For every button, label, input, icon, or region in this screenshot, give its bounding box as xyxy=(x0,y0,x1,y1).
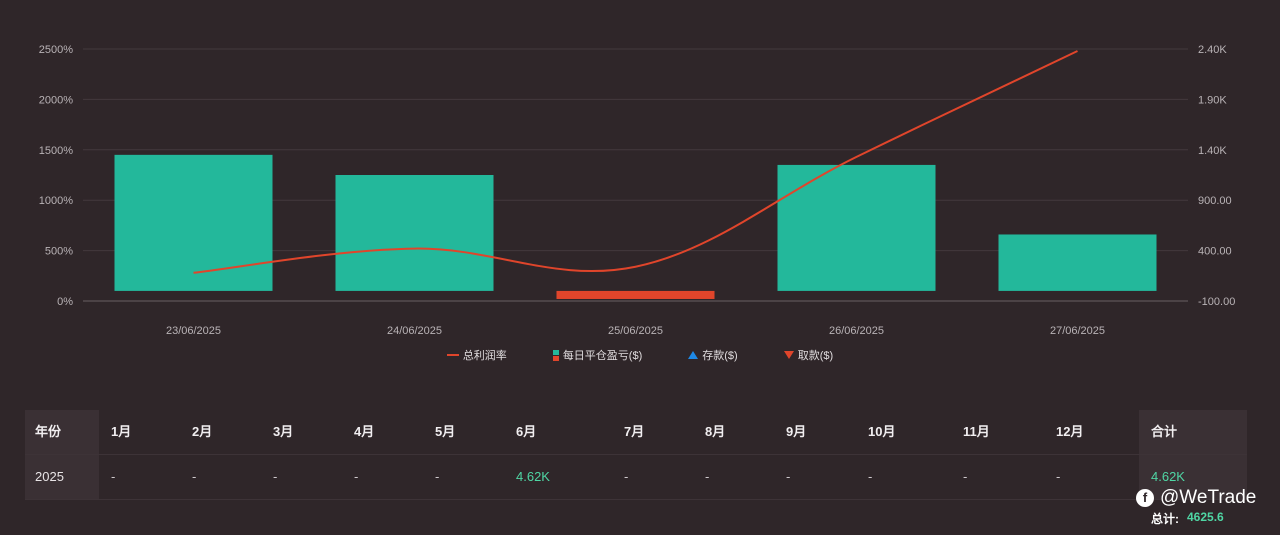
header-month: 6月 xyxy=(516,424,537,439)
legend-label: 取款($) xyxy=(797,350,834,362)
header-month: 9月 xyxy=(786,424,807,439)
left-axis-tick-label: 2000% xyxy=(39,94,73,106)
table-header-row: 年份 1月 2月 3月 4月 5月 6月 7月 8月 9月 10月 11月 12… xyxy=(25,410,1247,455)
header-month: 7月 xyxy=(624,424,645,439)
x-axis-tick-label: 27/06/2025 xyxy=(1050,325,1105,337)
cell-month-value: - xyxy=(705,469,710,484)
line-swatch-icon xyxy=(446,354,459,356)
cell-month-value: - xyxy=(786,469,791,484)
x-axis-tick-label: 25/06/2025 xyxy=(608,325,663,337)
right-axis-tick-label: 1.40K xyxy=(1198,145,1227,157)
legend-label: 存款($) xyxy=(702,350,738,362)
summary-value: 4625.6 xyxy=(1187,510,1224,524)
x-axis-tick-label: 24/06/2025 xyxy=(387,325,442,337)
bar-swatch-icon xyxy=(552,349,559,361)
monthly-table: 年份 1月 2月 3月 4月 5月 6月 7月 8月 9月 10月 11月 12… xyxy=(25,410,1247,500)
bar-daily-pnl xyxy=(777,164,936,291)
legend-total-profit-rate[interactable]: 总利润率 xyxy=(446,347,507,363)
legend-withdrawal[interactable]: 取款($) xyxy=(783,347,834,363)
bar-daily-pnl xyxy=(556,290,715,299)
brand-name: @WeTrade xyxy=(1160,487,1257,508)
legend-deposit[interactable]: 存款($) xyxy=(688,347,738,363)
total-profit-rate-line xyxy=(193,50,1078,274)
header-month: 2月 xyxy=(192,424,213,439)
left-axis-tick-label: 2500% xyxy=(39,44,73,56)
cell-total: 4.62K xyxy=(1139,455,1247,499)
cell-month-value: 4.62K xyxy=(516,469,550,484)
legend-label: 每日平仓盈亏($) xyxy=(562,350,643,362)
left-axis-tick-label: 1000% xyxy=(39,195,73,207)
cell-month-value: - xyxy=(273,469,278,484)
brand-watermark: f @WeTrade xyxy=(1136,487,1256,509)
x-axis-tick-label: 23/06/2025 xyxy=(166,325,221,337)
legend-daily-pnl[interactable]: 每日平仓盈亏($) xyxy=(552,347,643,363)
summary-total: 总计: 4625.6 xyxy=(1151,510,1224,527)
header-total: 合计 xyxy=(1139,410,1247,454)
x-axis-tick-label: 26/06/2025 xyxy=(829,325,884,337)
right-axis-tick-label: 900.00 xyxy=(1198,195,1232,207)
cell-month-value: - xyxy=(435,469,440,484)
chart-legend: 总利润率 每日平仓盈亏($) 存款($) 取款($) xyxy=(0,347,1280,363)
header-month: 12月 xyxy=(1056,424,1084,439)
cell-month-value: - xyxy=(963,469,968,484)
bar-daily-pnl xyxy=(335,175,494,291)
table-row: 2025 - - - - - 4.62K - - - - - - 4.62K xyxy=(25,455,1247,500)
right-axis-tick-label: 400.00 xyxy=(1198,246,1232,258)
cell-month-value: - xyxy=(354,469,359,484)
right-axis-tick-label: 1.90K xyxy=(1198,94,1227,106)
cell-year: 2025 xyxy=(25,455,99,499)
brand-logo-icon: f xyxy=(1136,489,1154,507)
summary-label: 总计: xyxy=(1151,512,1179,526)
header-month: 5月 xyxy=(435,424,456,439)
header-month: 3月 xyxy=(273,424,294,439)
cell-month-value: - xyxy=(111,469,116,484)
left-axis-tick-label: 500% xyxy=(45,246,73,258)
legend-label: 总利润率 xyxy=(462,350,507,362)
left-axis-tick-label: 0% xyxy=(57,296,73,308)
header-month: 11月 xyxy=(963,424,990,439)
cell-month-value: - xyxy=(624,469,629,484)
bar-daily-pnl xyxy=(114,154,273,291)
triangle-down-icon xyxy=(783,351,794,359)
cell-month-value: - xyxy=(1056,469,1061,484)
header-month: 1月 xyxy=(111,424,132,439)
triangle-up-icon xyxy=(688,351,699,359)
header-month: 10月 xyxy=(868,424,896,439)
header-month: 4月 xyxy=(354,424,375,439)
header-month: 8月 xyxy=(705,424,726,439)
cell-month-value: - xyxy=(868,469,873,484)
profit-chart: 0% 500% 1000% 1500% 2000% 2500% -100.00 400.00 9… xyxy=(39,44,1236,337)
right-axis-tick-label: -100.00 xyxy=(1198,296,1235,308)
header-year: 年份 xyxy=(25,410,99,454)
cell-month-value: - xyxy=(192,469,197,484)
right-axis-tick-label: 2.40K xyxy=(1198,44,1227,56)
left-axis-tick-label: 1500% xyxy=(39,145,73,157)
bar-daily-pnl xyxy=(998,234,1157,291)
